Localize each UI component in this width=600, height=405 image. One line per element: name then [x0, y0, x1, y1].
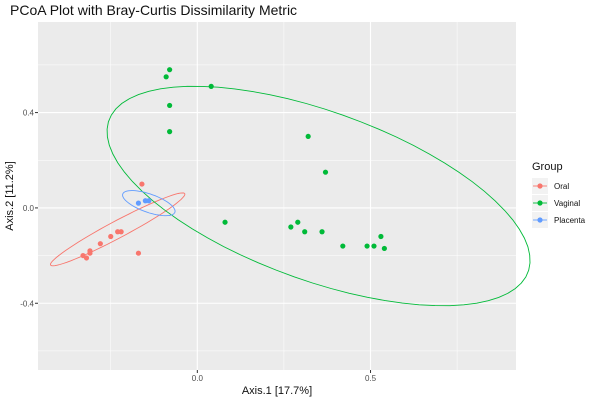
oral-ellipse: [50, 192, 186, 267]
vaginal-point: [167, 129, 173, 135]
placenta-ellipse: [122, 190, 176, 217]
minor-gridlines: [38, 22, 516, 370]
oral-point: [139, 181, 145, 187]
vaginal-point: [167, 102, 173, 109]
vaginal-ellipse: [106, 85, 531, 307]
y-tick-label: -0.4: [20, 299, 34, 308]
vaginal-point: [208, 83, 214, 89]
vaginal-legend-label: Vaginal: [554, 199, 580, 208]
vaginal-point: [322, 169, 329, 175]
vaginal-point: [340, 243, 346, 249]
vaginal-point: [288, 224, 294, 230]
y-tick-label: 0.0: [23, 204, 35, 213]
placenta-point: [146, 198, 152, 204]
x-axis-label: Axis.1 [17.7%]: [242, 385, 312, 397]
vaginal-point: [378, 233, 384, 240]
confidence-ellipses: [50, 85, 531, 307]
vaginal-point: [371, 243, 377, 249]
vaginal-point: [319, 229, 325, 235]
chart-title: PCoA Plot with Bray-Curtis Dissimilarity…: [10, 2, 298, 18]
vaginal-point: [381, 245, 387, 252]
placenta-point: [135, 200, 142, 206]
oral-legend-marker: [537, 183, 543, 189]
oral-point: [97, 241, 103, 247]
x-axis: 0.0 0.5: [192, 370, 377, 383]
placenta-legend-label: Placenta: [554, 216, 586, 225]
vaginal-point: [305, 133, 311, 140]
plot-panel-background: [38, 22, 516, 370]
vaginal-point: [167, 67, 173, 73]
oral-legend-label: Oral: [554, 182, 569, 191]
y-tick-label: 0.4: [23, 109, 35, 118]
vaginal-point: [364, 243, 370, 249]
oral-point: [135, 250, 142, 256]
vaginal-point: [163, 74, 169, 80]
y-axis-label: Axis.2 [11.2%]: [4, 161, 16, 231]
legend: Group Oral Vaginal Placenta: [532, 161, 586, 228]
y-axis: -0.4 0.0 0.4: [20, 109, 38, 308]
oral-point: [87, 248, 93, 254]
vaginal-legend-marker: [537, 200, 543, 206]
legend-title: Group: [532, 161, 563, 173]
vaginal-point: [222, 219, 228, 225]
major-gridlines: [38, 22, 516, 370]
vaginal-point: [295, 219, 301, 225]
placenta-legend-marker: [537, 217, 543, 223]
data-points: [80, 67, 387, 261]
x-tick-label: 0.0: [192, 374, 204, 383]
oral-point: [118, 229, 124, 235]
oral-point: [108, 233, 114, 240]
vaginal-point: [302, 229, 308, 235]
x-tick-label: 0.5: [365, 374, 377, 383]
oral-point: [83, 255, 90, 261]
